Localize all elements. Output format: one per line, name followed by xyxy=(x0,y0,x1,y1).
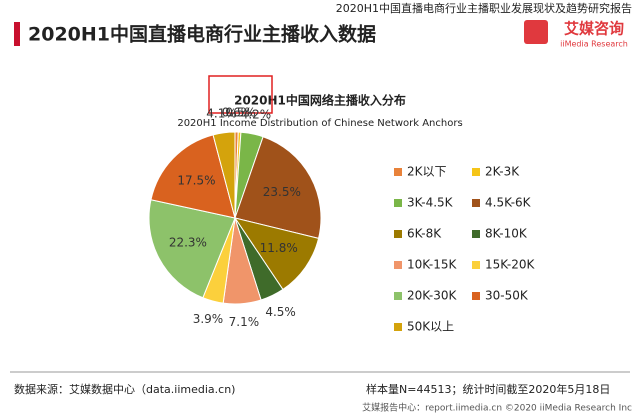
value-label: 0.5% xyxy=(225,106,256,120)
legend-label: 50K以上 xyxy=(407,320,454,334)
legend-swatch xyxy=(472,261,480,269)
legend-swatch xyxy=(472,230,480,238)
pie-slice xyxy=(233,217,320,291)
legend-label: 2K以下 xyxy=(407,165,447,179)
value-label: 17.5% xyxy=(177,174,215,188)
pie-slice xyxy=(212,131,236,219)
legend-swatch xyxy=(472,168,480,176)
value-label: 4.2% xyxy=(241,108,272,122)
value-label: 3.9% xyxy=(193,312,224,326)
chart-subtitle: 2020H1 Income Distribution of Chinese Ne… xyxy=(177,118,462,129)
legend-label: 10K-15K xyxy=(407,258,457,272)
legend-swatch xyxy=(394,199,402,207)
page-title: 2020H1中国直播电商行业主播收入数据 xyxy=(28,23,376,46)
report-name: 2020H1中国直播电商行业主播职业发展现状及趋势研究报告 xyxy=(336,1,632,15)
legend-swatch xyxy=(394,230,402,238)
value-label: 7.1% xyxy=(229,315,260,329)
logo-icon xyxy=(524,20,548,44)
legend-label: 8K-10K xyxy=(485,227,528,241)
logo: 艾媒咨询 xyxy=(564,20,624,38)
pie-slice xyxy=(150,134,236,219)
logo-sub: iiMedia Research xyxy=(560,40,628,49)
title-bar xyxy=(14,22,20,46)
pie-slice xyxy=(148,199,236,299)
sample: 样本量N=44513；统计时间截至2020年5月18日 xyxy=(366,382,610,396)
value-label: 22.3% xyxy=(169,235,207,249)
legend-label: 2K-3K xyxy=(485,165,520,179)
chart-title: 2020H1中国网络主播收入分布 xyxy=(234,93,406,108)
legend-swatch xyxy=(394,168,402,176)
pie-slice xyxy=(234,136,322,239)
value-label: 4.5% xyxy=(265,305,296,319)
legend-label: 6K-8K xyxy=(407,227,442,241)
legend-swatch xyxy=(472,199,480,207)
legend-swatch xyxy=(394,292,402,300)
source: 数据来源：艾媒数据中心（data.iimedia.cn) xyxy=(14,382,235,396)
highlight-box xyxy=(208,75,273,114)
legend-label: 3K-4.5K xyxy=(407,196,454,210)
legend-label: 20K-30K xyxy=(407,289,457,303)
legend-label: 15K-20K xyxy=(485,258,535,272)
legend-swatch xyxy=(394,261,402,269)
value-label: 11.8% xyxy=(260,241,298,255)
legend-swatch xyxy=(472,292,480,300)
value-label: 4.1% xyxy=(206,106,237,120)
legend-swatch xyxy=(394,323,402,331)
value-label: 0.6% xyxy=(222,106,253,120)
legend-label: 4.5K-6K xyxy=(485,196,532,210)
value-label: 23.5% xyxy=(263,185,301,199)
credit: 艾媒报告中心：report.iimedia.cn ©2020 iiMedia R… xyxy=(362,402,632,414)
legend-label: 30-50K xyxy=(485,289,529,303)
